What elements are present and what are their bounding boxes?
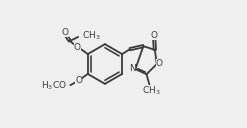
Text: O: O <box>62 28 69 37</box>
Text: CH$_3$: CH$_3$ <box>82 30 101 42</box>
Text: O: O <box>74 42 81 52</box>
Text: O: O <box>75 76 82 85</box>
Text: CH$_3$: CH$_3$ <box>142 85 160 97</box>
Text: N: N <box>129 64 136 73</box>
Text: O: O <box>156 59 163 68</box>
Text: O: O <box>151 31 158 40</box>
Text: H$_3$CO: H$_3$CO <box>41 80 67 92</box>
